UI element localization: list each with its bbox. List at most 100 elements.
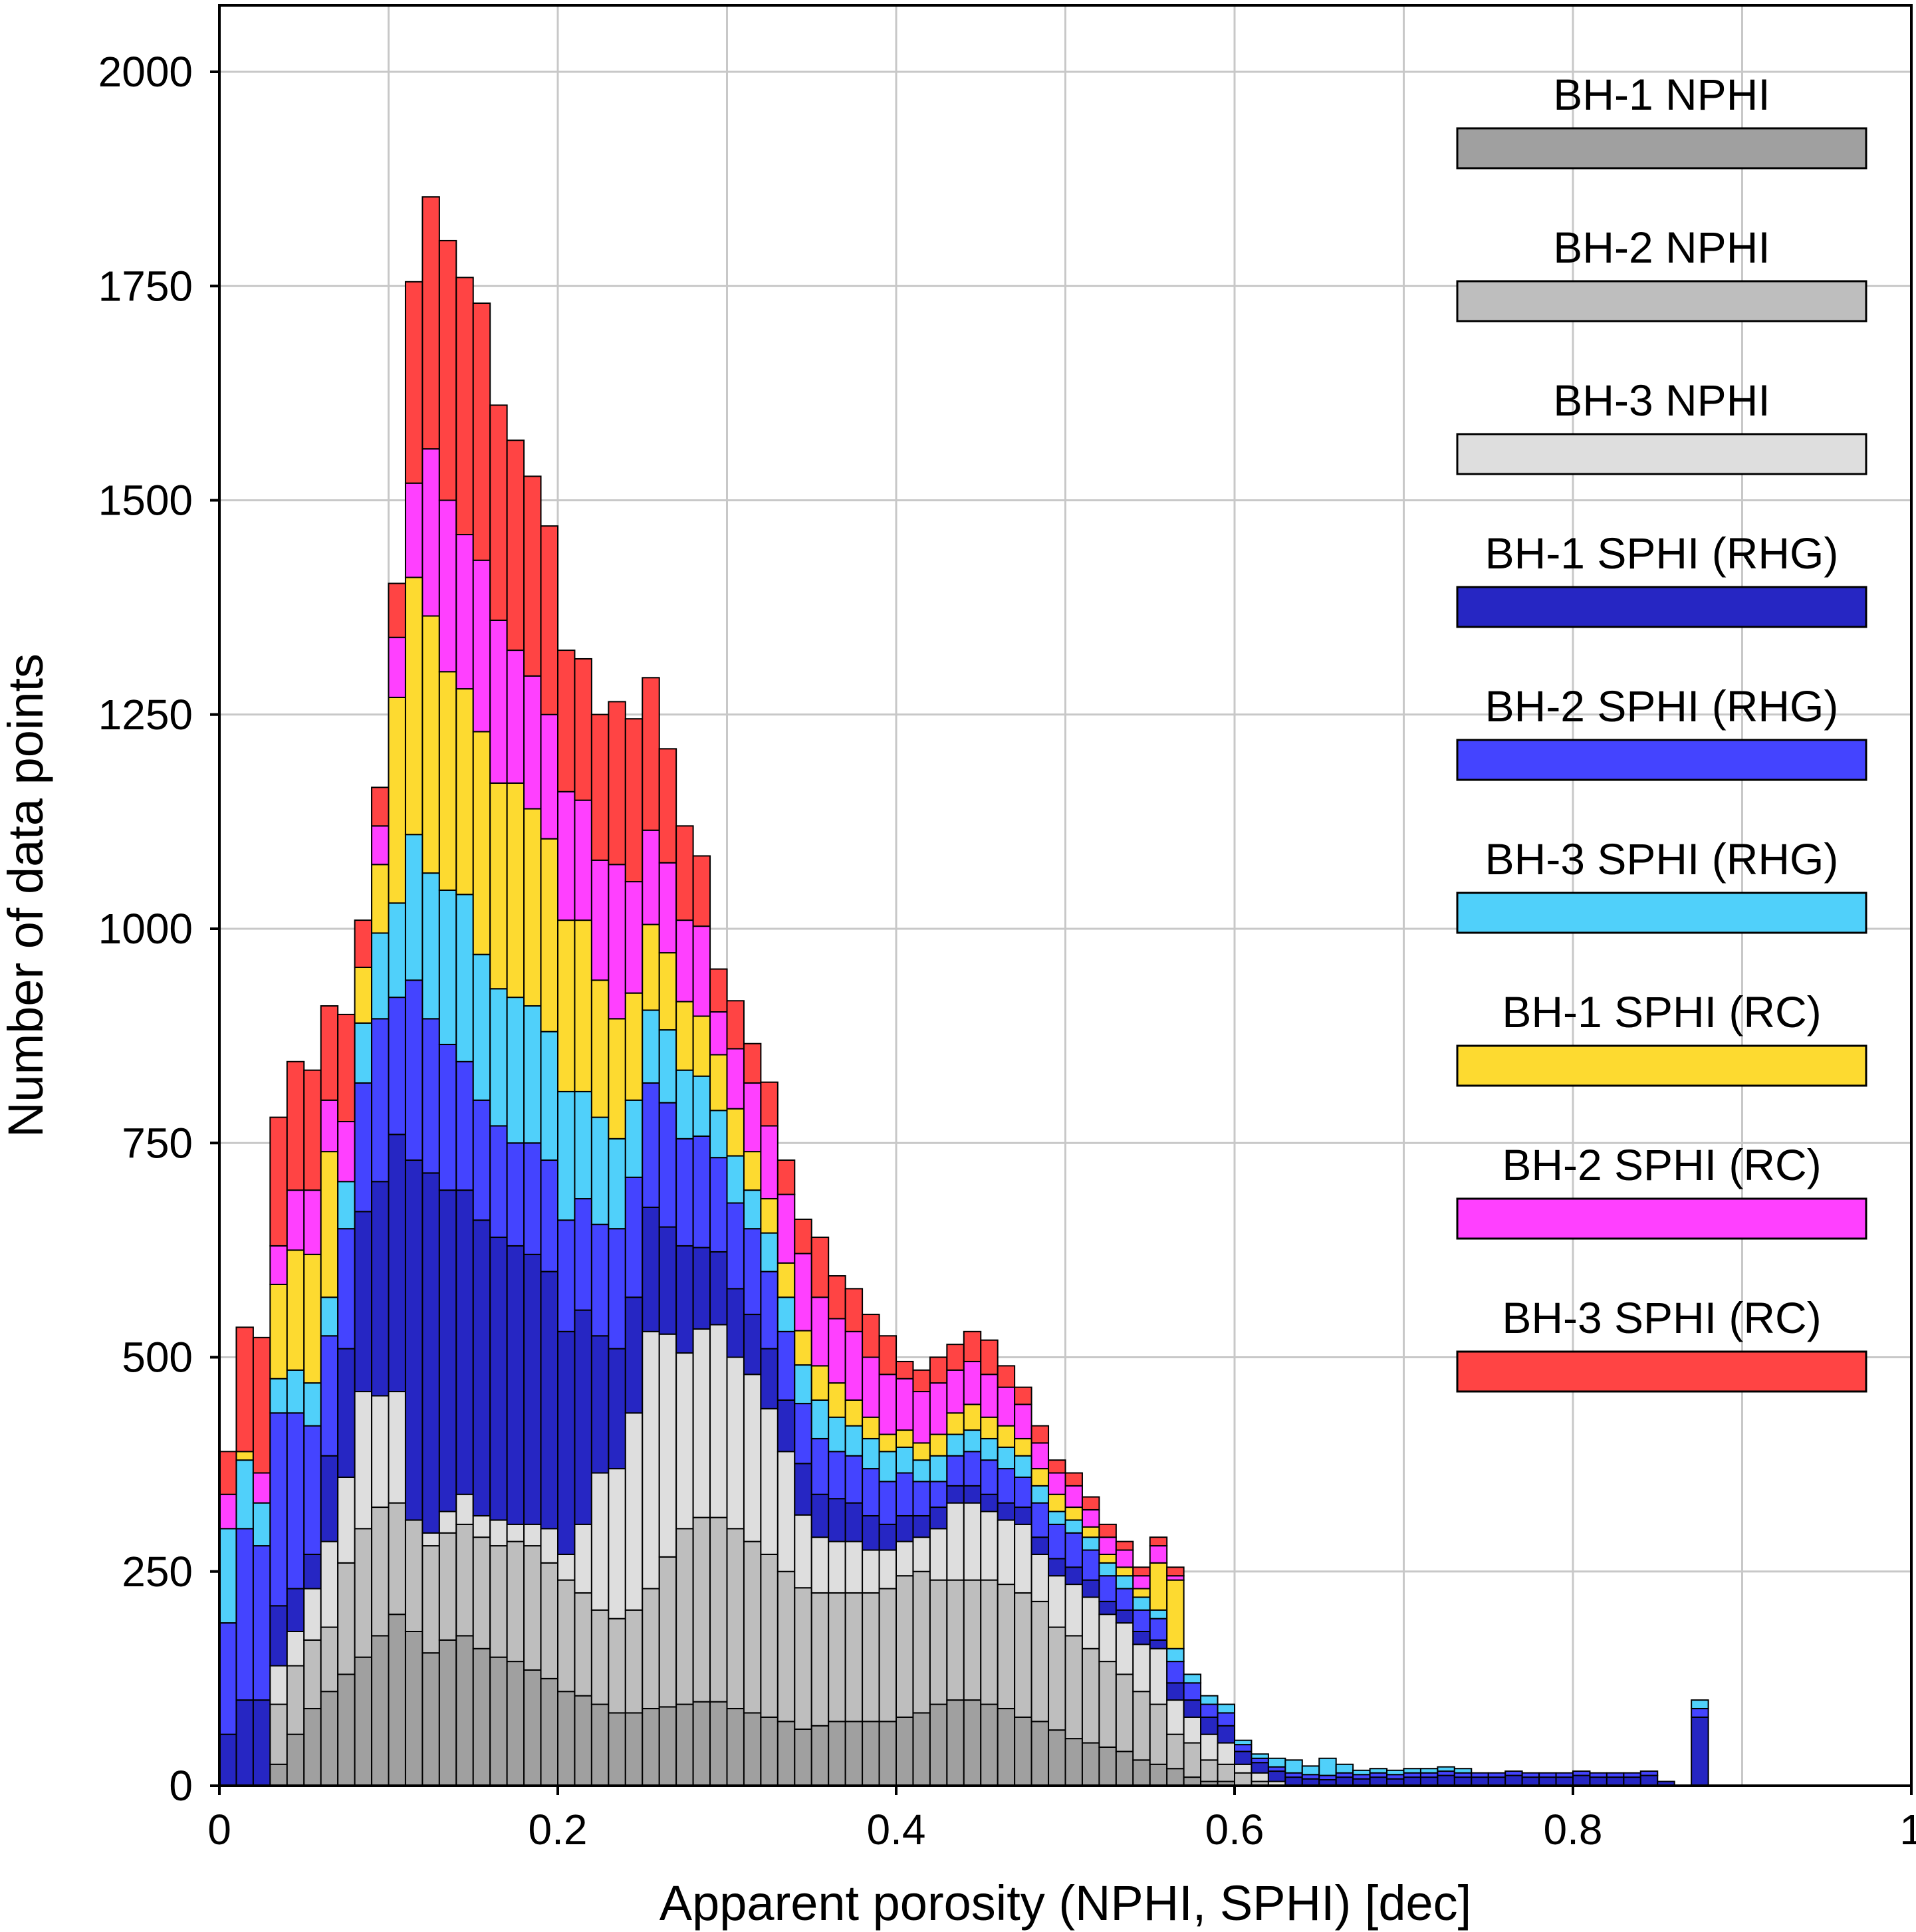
bar-segment xyxy=(828,1451,846,1500)
bar-segment xyxy=(1183,1682,1202,1701)
bar-segment xyxy=(590,859,610,981)
bar-segment xyxy=(354,1528,373,1658)
bar-segment xyxy=(1030,1600,1050,1723)
bar-segment xyxy=(709,1251,728,1326)
bar-segment xyxy=(929,1382,948,1435)
bar-segment xyxy=(709,1516,728,1703)
bar-segment xyxy=(929,1433,948,1457)
bar-segment xyxy=(929,1507,948,1530)
bar-segment xyxy=(862,1549,880,1594)
bar-segment xyxy=(794,1463,812,1516)
y-tick-label: 1750 xyxy=(98,262,193,310)
bar-segment xyxy=(1081,1526,1100,1538)
bar-segment xyxy=(438,889,457,1046)
bar-segment xyxy=(1064,1566,1083,1586)
bar-segment xyxy=(1149,1536,1168,1547)
bar-segment xyxy=(1217,1763,1236,1782)
bar-segment xyxy=(1115,1549,1134,1568)
legend-swatch xyxy=(1456,892,1867,934)
bar-segment xyxy=(337,1121,356,1183)
bar-segment xyxy=(1538,1772,1557,1778)
bar-segment xyxy=(743,1042,762,1084)
bar-segment xyxy=(980,1416,999,1439)
bar-segment xyxy=(354,967,373,1024)
x-tick-label: 0.6 xyxy=(1205,1806,1264,1854)
y-tick-label: 2000 xyxy=(98,48,193,96)
bar-segment xyxy=(557,1579,576,1693)
bar-segment xyxy=(590,1116,610,1225)
legend: BH-1 NPHI BH-2 NPHI BH-3 NPHI BH-1 SPHI (RH… xyxy=(1456,70,1867,1393)
bar-segment xyxy=(1471,1772,1489,1778)
bar-segment xyxy=(404,482,423,578)
bar-segment xyxy=(337,1013,356,1123)
bar-segment xyxy=(354,1656,373,1786)
bar-segment xyxy=(642,923,660,1011)
bar-segment xyxy=(1251,1762,1269,1774)
bar-segment xyxy=(844,1721,864,1786)
bar-segment xyxy=(557,650,576,792)
bar-segment xyxy=(1183,1742,1202,1778)
bar-segment xyxy=(946,1455,965,1487)
bar-segment xyxy=(743,1189,762,1230)
bar-segment xyxy=(862,1416,880,1439)
bar-segment xyxy=(1132,1588,1151,1598)
legend-label: BH-2 SPHI (RC) xyxy=(1502,1140,1821,1189)
bar-segment xyxy=(438,1639,457,1787)
bar-segment xyxy=(929,1356,948,1384)
bar-segment xyxy=(320,1626,339,1693)
bar-segment xyxy=(540,525,558,715)
bar-segment xyxy=(1267,1770,1286,1782)
bar-segment xyxy=(980,1437,999,1461)
bar-segment xyxy=(1014,1437,1032,1457)
bar-segment xyxy=(1623,1772,1641,1778)
bar-segment xyxy=(354,919,373,969)
bar-segment xyxy=(506,1661,525,1786)
bar-segment xyxy=(608,1018,626,1140)
bar-segment xyxy=(980,1493,999,1512)
bar-segment xyxy=(506,1245,525,1525)
bar-segment xyxy=(235,1459,254,1530)
bar-segment xyxy=(828,1416,846,1453)
bar-segment xyxy=(1030,1536,1050,1555)
bar-segment xyxy=(438,671,457,891)
bar-segment xyxy=(997,1502,1016,1521)
bar-segment xyxy=(455,1189,474,1495)
bar-segment xyxy=(760,1407,778,1555)
bar-segment xyxy=(388,902,406,999)
bar-segment xyxy=(997,1468,1016,1504)
bar-segment xyxy=(692,1701,711,1786)
bar-segment xyxy=(286,1060,305,1191)
bar-segment xyxy=(1098,1746,1117,1787)
bar-segment xyxy=(692,1075,711,1137)
bar-segment xyxy=(489,1125,508,1239)
bar-segment xyxy=(489,404,508,621)
bar-segment xyxy=(1251,1753,1269,1759)
bar-segment xyxy=(1081,1496,1100,1510)
bar-segment xyxy=(1064,1519,1083,1534)
bar-segment xyxy=(658,1706,677,1787)
bar-segment xyxy=(421,615,440,874)
bar-segment xyxy=(743,1082,762,1153)
bar-segment xyxy=(540,838,558,1032)
bar-segment xyxy=(472,731,491,955)
bar-segment xyxy=(878,1549,898,1590)
bar-segment xyxy=(777,1399,796,1453)
bar-segment xyxy=(1115,1751,1134,1786)
bar-segment xyxy=(980,1510,999,1581)
bar-segment xyxy=(388,582,406,638)
bar-segment xyxy=(1030,1442,1050,1470)
bar-segment xyxy=(743,1314,762,1376)
bar-segment xyxy=(624,1099,644,1178)
bar-segment xyxy=(726,1288,745,1358)
legend-label: BH-3 SPHI (RHG) xyxy=(1485,834,1839,884)
bar-segment xyxy=(472,559,491,733)
bar-segment xyxy=(642,677,660,831)
bar-segment xyxy=(726,1048,745,1110)
bar-segment xyxy=(540,1030,558,1161)
bar-segment xyxy=(946,1344,965,1371)
bar-segment xyxy=(624,992,644,1101)
legend-label: BH-3 SPHI (RC) xyxy=(1502,1293,1821,1342)
bar-segment xyxy=(388,1391,406,1504)
bar-segment xyxy=(590,1223,610,1337)
